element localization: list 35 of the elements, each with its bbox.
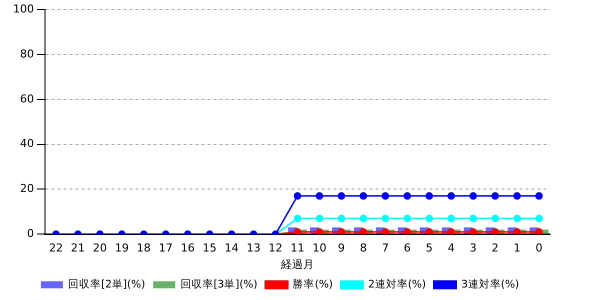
x-tick-label: 18: [136, 242, 151, 255]
x-tick-label: 5: [426, 242, 433, 255]
x-tick-label: 12: [268, 242, 283, 255]
x-tick-label: 15: [202, 242, 217, 255]
x-axis-title: 経過月: [280, 258, 314, 271]
y-tick-label: 20: [20, 182, 34, 196]
x-tick-label: 0: [536, 242, 543, 255]
legend-label: 2連対率(%): [368, 277, 426, 290]
x-tick-label: 14: [224, 242, 239, 255]
y-tick-label: 60: [20, 92, 34, 106]
x-tick-label: 19: [114, 242, 129, 255]
x-tick-label: 11: [290, 242, 304, 255]
x-tick-label: 2: [492, 242, 499, 255]
x-tick-label: 8: [360, 242, 367, 255]
x-tick-label: 20: [92, 242, 107, 255]
x-tick-label: 9: [338, 242, 345, 255]
legend-label: 回収率[3単](%): [180, 277, 258, 290]
x-tick-label: 17: [158, 242, 173, 255]
x-tick-label: 10: [312, 242, 326, 255]
y-tick-label: 80: [20, 47, 34, 60]
y-tick-label: 0: [26, 226, 34, 240]
x-tick-label: 4: [448, 242, 455, 255]
x-tick-label: 16: [180, 242, 195, 255]
y-tick-label: 40: [20, 137, 34, 150]
x-tick-label: 13: [246, 242, 261, 255]
x-tick-label: 1: [514, 242, 521, 255]
x-tick-label: 22: [48, 242, 63, 255]
legend-label: 勝率(%): [292, 277, 333, 290]
legend-label: 回収率[2単](%): [68, 277, 146, 290]
legend-label: 3連対率(%): [461, 277, 520, 290]
y-tick-label: 100: [12, 2, 34, 16]
x-tick-label: 7: [382, 242, 389, 255]
x-tick-label: 6: [404, 242, 411, 255]
x-tick-label: 3: [470, 242, 477, 255]
x-tick-label: 21: [70, 242, 85, 255]
